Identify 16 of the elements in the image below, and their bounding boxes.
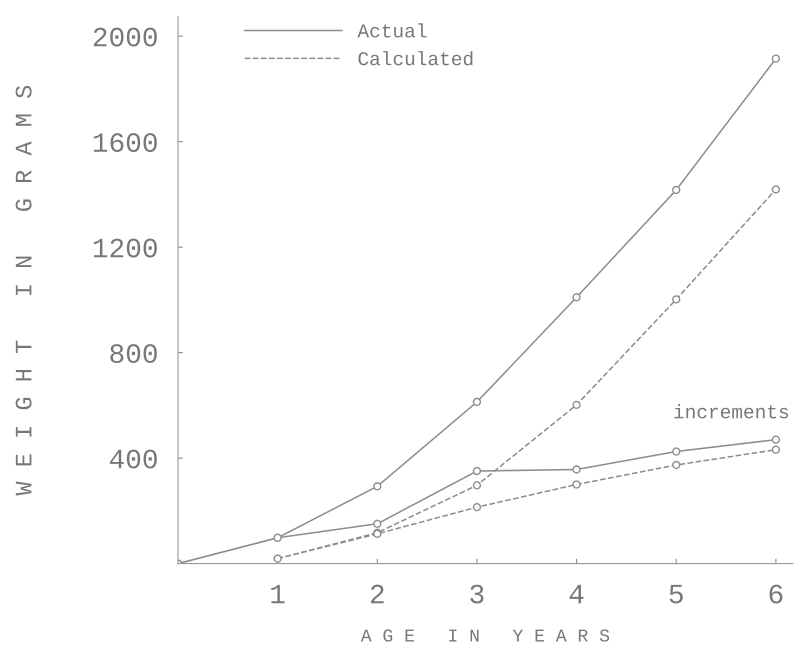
- x-tick-label: 5: [670, 584, 683, 604]
- x-tick-label: 1: [271, 584, 285, 604]
- y-tick-label: 1200: [94, 238, 157, 258]
- legend-label: Calculated: [358, 51, 472, 66]
- y-tick-label: 400: [110, 450, 157, 468]
- x-tick-label: 4: [570, 584, 584, 604]
- y-tick-label: 1600: [94, 133, 157, 152]
- y-tick-label: 800: [110, 344, 157, 363]
- annotation: increments: [674, 404, 788, 418]
- legend-label: Actual: [357, 23, 426, 38]
- x-tick-label: 6: [770, 584, 782, 604]
- x-axis-title: A G E I N Y E A R S: [360, 629, 610, 642]
- x-tick-label: 2: [370, 584, 384, 604]
- y-axis-title: W E I G H T I N G R A M S: [16, 86, 32, 496]
- x-tick-label: 3: [470, 584, 484, 604]
- y-tick-label: 2000: [94, 28, 157, 47]
